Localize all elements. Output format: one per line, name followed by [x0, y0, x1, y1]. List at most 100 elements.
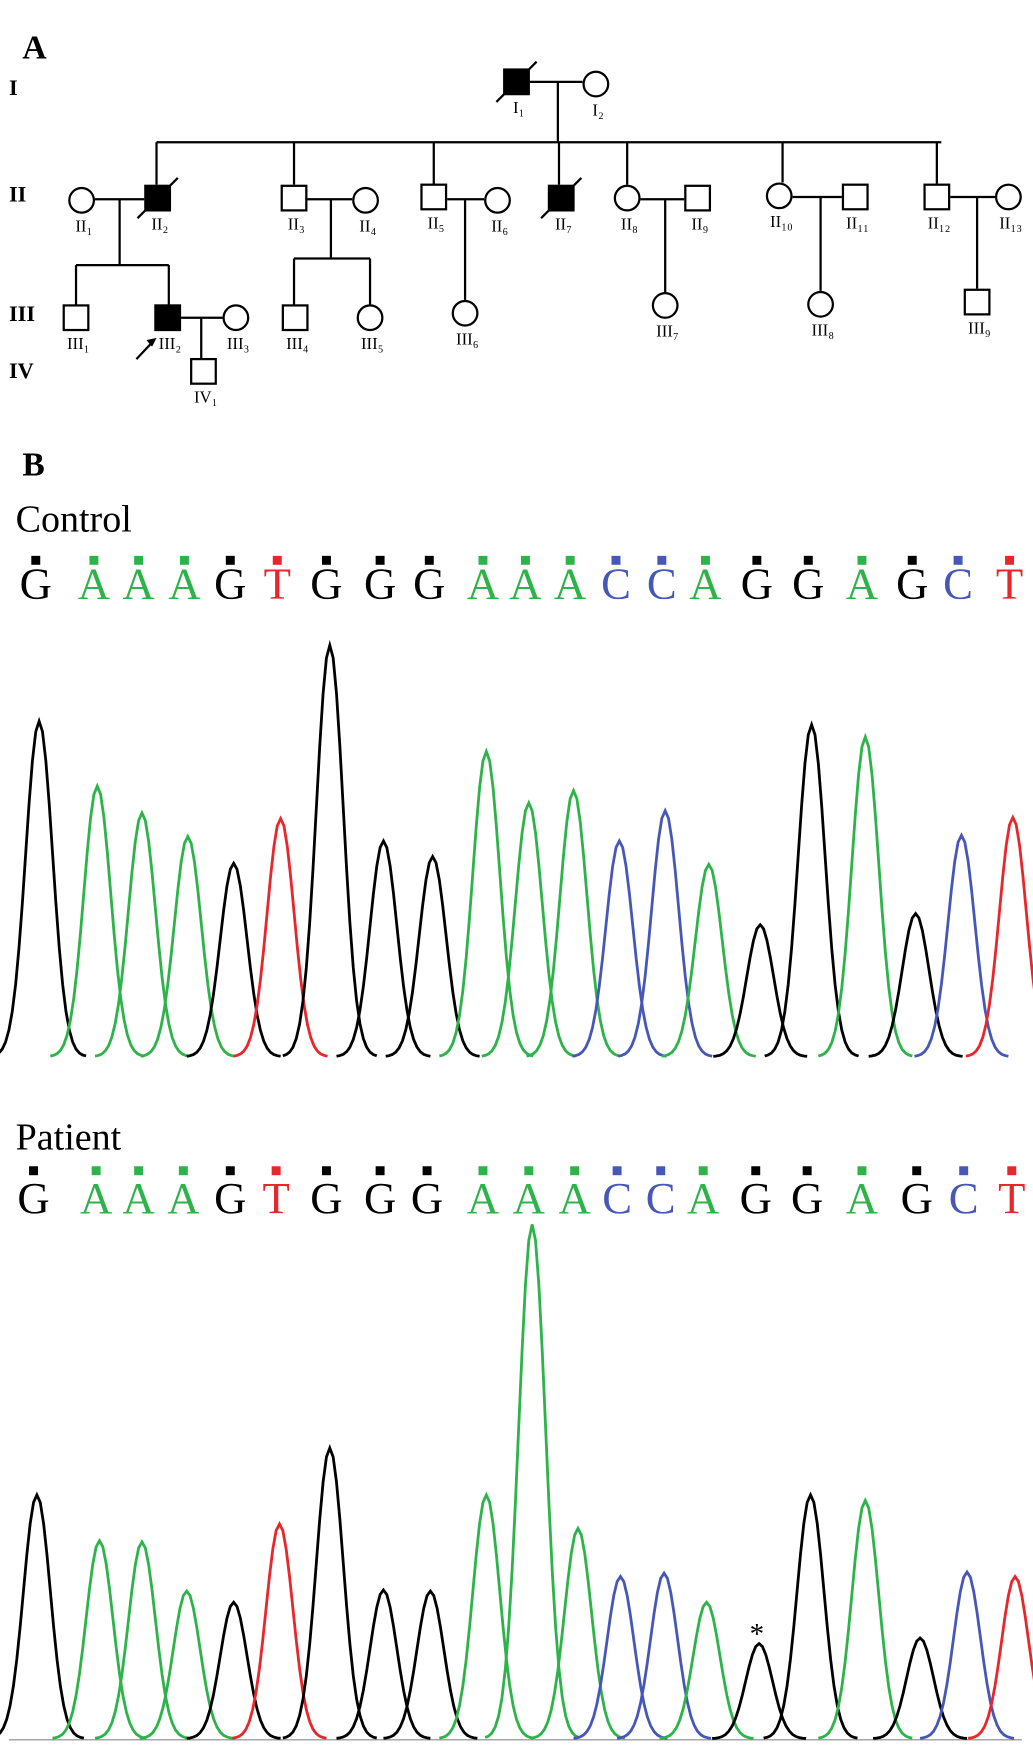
- base-call-marker: [225, 555, 235, 565]
- trace-peak: [439, 747, 534, 1058]
- node-label: III₅: [361, 334, 384, 353]
- base-letter: G: [310, 1173, 342, 1223]
- node-label: III₆: [456, 330, 479, 349]
- base-call-marker: [700, 555, 710, 565]
- node-label: II₆: [491, 217, 508, 236]
- male-node: [420, 183, 448, 211]
- base-letter: A: [467, 1173, 499, 1223]
- trace-peak: [712, 1641, 807, 1740]
- trace-peak: [526, 786, 621, 1058]
- male-node: [963, 288, 991, 316]
- base-call-marker: [959, 1166, 969, 1176]
- base-call-marker: [953, 555, 963, 565]
- trace-peak: [763, 1491, 858, 1740]
- base-letter: A: [558, 1173, 590, 1223]
- node-label: I₂: [592, 100, 603, 119]
- female-node: [765, 182, 793, 210]
- node-label: II₄: [359, 217, 376, 236]
- base-call-marker: [478, 555, 488, 565]
- trace-peak: [872, 1636, 968, 1740]
- trace-peak: [49, 782, 145, 1058]
- trace-peak: [232, 1520, 327, 1740]
- base-call-marker: [857, 1166, 867, 1176]
- trace-peak: [94, 1539, 190, 1740]
- base-letter: A: [122, 1173, 154, 1223]
- trace-peak: [439, 1491, 534, 1740]
- deceased-mark: [540, 177, 583, 220]
- base-letter: A: [168, 558, 200, 608]
- base-letter: G: [310, 558, 342, 608]
- female-node: [994, 183, 1022, 211]
- base-letter: C: [601, 558, 631, 608]
- base-call-marker: [134, 1166, 144, 1176]
- node-label: II₇: [555, 214, 572, 233]
- generation-label: II: [9, 181, 26, 206]
- base-letter: A: [513, 1173, 545, 1223]
- female-node: [807, 290, 835, 318]
- female-node: [356, 304, 384, 332]
- node-label: II₂: [151, 214, 168, 233]
- base-call-marker: [1007, 1166, 1017, 1176]
- node-label: II₁₀: [770, 212, 793, 231]
- base-letter: C: [647, 558, 677, 608]
- base-letter: C: [949, 1173, 979, 1223]
- base-letter: T: [996, 558, 1023, 608]
- base-letter: A: [78, 558, 110, 608]
- node-label: III₄: [286, 334, 309, 353]
- base-call-marker: [89, 555, 99, 565]
- base-letter: A: [554, 558, 586, 608]
- male-node: [190, 357, 217, 385]
- base-call-marker: [907, 555, 917, 565]
- trace-peak: [817, 732, 913, 1058]
- node-label: III₁: [67, 334, 90, 353]
- base-call-marker: [752, 555, 762, 565]
- base-call-marker: [375, 555, 385, 565]
- trace-peak: [530, 1525, 626, 1740]
- trace-peak: [914, 832, 1009, 1058]
- base-letter: A: [846, 558, 878, 608]
- base-call-marker: [375, 1166, 385, 1176]
- male-node: [154, 304, 182, 332]
- trace-peak: [616, 1570, 712, 1740]
- base-letter: G: [17, 1173, 49, 1223]
- base-call-marker: [657, 555, 667, 565]
- node-label: I₁: [513, 98, 524, 117]
- base-letter: G: [413, 558, 445, 608]
- generation-label: I: [9, 75, 18, 100]
- base-call-marker: [422, 1166, 432, 1176]
- female-node: [582, 70, 610, 98]
- male-node: [841, 183, 869, 211]
- base-call-marker: [134, 555, 144, 565]
- base-letter: A: [509, 558, 541, 608]
- female-node: [451, 299, 479, 327]
- trace-peak: [282, 1444, 378, 1740]
- relationship-lines: [74, 80, 995, 358]
- node-label: II₁₂: [928, 213, 951, 232]
- node-label: II₁₁: [846, 213, 869, 232]
- base-letter: G: [792, 558, 824, 608]
- trace-peak: [52, 1537, 147, 1740]
- base-call-marker: [1005, 555, 1014, 565]
- base-letter: A: [167, 1173, 199, 1223]
- base-call-marker: [271, 1166, 281, 1176]
- base-letter: G: [791, 1173, 823, 1223]
- base-letter: A: [467, 558, 499, 608]
- trace-peak: [659, 1600, 754, 1740]
- trace-peak: [868, 911, 963, 1058]
- base-call-marker: [29, 1166, 39, 1176]
- deceased-mark: [495, 60, 538, 103]
- base-letter: A: [689, 558, 721, 608]
- trace-peak: [919, 1569, 1015, 1740]
- sequence-title: Patient: [16, 1116, 122, 1158]
- node-label: II₁: [75, 217, 92, 236]
- node-label: II₁₃: [999, 213, 1022, 232]
- trace-peak: [713, 922, 808, 1058]
- base-call-marker: [912, 1166, 922, 1176]
- generation-label: IV: [9, 358, 34, 383]
- base-call-marker: [91, 1166, 101, 1176]
- base-letter: G: [901, 1173, 933, 1223]
- node-label: II₃: [288, 214, 305, 233]
- base-call-marker: [321, 1166, 331, 1176]
